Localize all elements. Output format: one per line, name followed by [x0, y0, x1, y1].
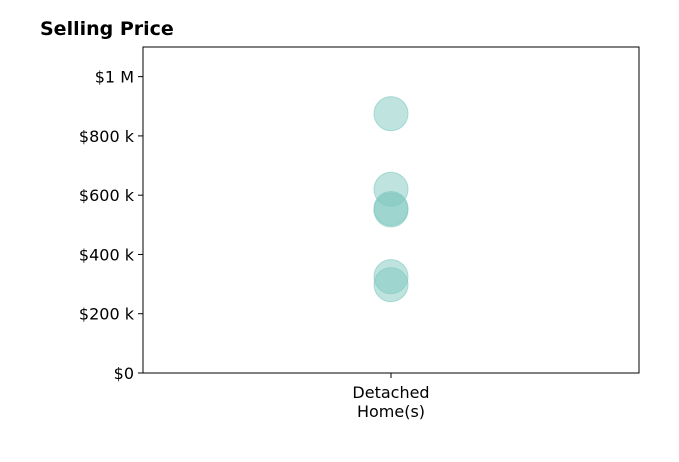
data-point	[373, 192, 409, 228]
data-point	[373, 267, 409, 303]
y-tick-label: $400 k	[79, 245, 135, 264]
data-point	[373, 96, 409, 132]
chart-title: Selling Price	[40, 18, 174, 40]
y-tick-label: $600 k	[79, 186, 135, 205]
plot-frame	[142, 46, 640, 374]
y-tick-label: $200 k	[79, 305, 135, 324]
y-tick-label: $1 M	[95, 68, 134, 87]
y-axis: $0 $200 k $400 k $600 k $800 k $1 M	[79, 68, 143, 383]
y-tick-label: $0	[114, 364, 134, 383]
data-points	[373, 96, 409, 303]
y-tick-label: $800 k	[79, 127, 135, 146]
x-tick-label: Detached Home(s)	[352, 383, 429, 421]
x-axis: Detached Home(s)	[352, 373, 430, 421]
